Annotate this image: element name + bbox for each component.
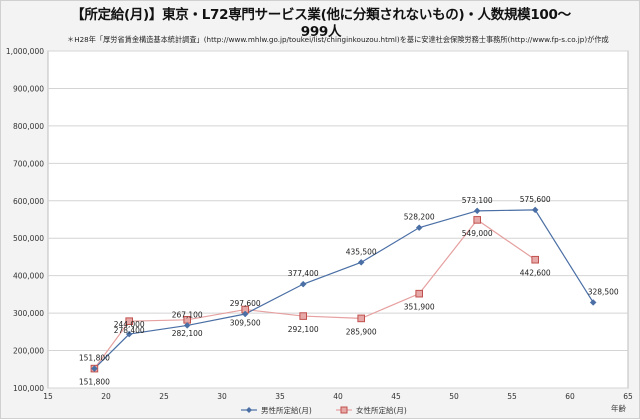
male-point xyxy=(473,207,481,215)
male-data-label: 151,800 xyxy=(79,354,110,363)
male-point xyxy=(357,259,365,266)
legend-male-label: 男性所定給(月) xyxy=(261,405,312,415)
x-tick-label: 50 xyxy=(449,392,459,401)
male-data-label: 575,600 xyxy=(520,195,551,204)
chart-title: 【所定給(月)】東京・L72専門サービス業(他に分類されないもの)・人数規模10… xyxy=(1,7,640,41)
legend-female-label: 女性所定給(月) xyxy=(356,405,407,415)
male-point xyxy=(589,299,597,306)
x-tick-label: 60 xyxy=(565,392,575,401)
female-point xyxy=(125,317,134,325)
x-tick-label: 15 xyxy=(43,392,53,401)
legend-female-marker xyxy=(340,406,348,414)
x-axis-label: 年齢 xyxy=(611,403,626,413)
male-data-label: 377,400 xyxy=(288,269,319,278)
male-point xyxy=(531,206,539,214)
female-data-label: 282,100 xyxy=(172,329,203,338)
male-data-label: 435,500 xyxy=(346,247,377,256)
y-tick-label: 1,000,000 xyxy=(6,47,44,56)
male-series-line xyxy=(93,209,594,370)
x-tick-label: 20 xyxy=(101,392,111,401)
male-point xyxy=(299,280,307,288)
male-data-label: 573,100 xyxy=(462,196,493,205)
female-data-label: 151,800 xyxy=(79,378,110,387)
chart-title-line2: 999人 xyxy=(300,24,342,40)
male-data-label: 528,200 xyxy=(404,213,435,222)
female-point xyxy=(531,255,540,264)
female-data-label: 442,600 xyxy=(520,269,551,278)
female-data-label: 309,500 xyxy=(230,319,261,328)
legend-male-marker xyxy=(246,407,252,413)
x-tick-label: 45 xyxy=(391,392,401,401)
y-tick-label: 300,000 xyxy=(13,309,44,318)
y-tick-label: 400,000 xyxy=(13,272,44,281)
female-data-label: 351,900 xyxy=(404,303,435,312)
y-tick-label: 600,000 xyxy=(13,197,44,206)
female-data-label: 285,900 xyxy=(346,327,377,336)
x-tick-label: 40 xyxy=(333,392,343,401)
male-data-label: 244,000 xyxy=(114,320,145,329)
female-point xyxy=(473,216,481,224)
female-data-label: 278,400 xyxy=(114,326,145,335)
source-note: ＊H28年「厚労省賃金構造基本統計調査」(http://www.mhlw.go.… xyxy=(67,35,609,44)
x-tick-label: 30 xyxy=(217,392,227,401)
female-point xyxy=(357,314,365,323)
y-tick-label: 100,000 xyxy=(13,384,44,393)
y-tick-label: 200,000 xyxy=(13,347,44,356)
female-data-label: 549,000 xyxy=(462,229,493,238)
chart-title-line1: 【所定給(月)】東京・L72専門サービス業(他に分類されないもの)・人数規模10… xyxy=(71,7,571,23)
male-point xyxy=(125,330,133,338)
y-tick-label: 700,000 xyxy=(13,159,44,168)
y-tick-label: 500,000 xyxy=(13,234,44,243)
female-point xyxy=(415,289,423,298)
male-point xyxy=(91,365,98,372)
x-tick-label: 65 xyxy=(623,392,633,401)
male-data-label: 267,100 xyxy=(172,310,203,319)
x-tick-label: 25 xyxy=(159,392,169,401)
male-point xyxy=(183,322,191,329)
male-point xyxy=(415,224,423,232)
x-tick-label: 35 xyxy=(275,392,285,401)
y-tick-label: 800,000 xyxy=(13,122,44,131)
male-data-label: 328,500 xyxy=(588,287,619,296)
male-data-label: 297,600 xyxy=(230,299,261,308)
y-tick-label: 900,000 xyxy=(13,84,44,93)
female-point xyxy=(299,312,307,320)
x-tick-label: 55 xyxy=(507,392,517,401)
female-data-label: 292,100 xyxy=(288,325,319,334)
male-point xyxy=(241,310,249,318)
